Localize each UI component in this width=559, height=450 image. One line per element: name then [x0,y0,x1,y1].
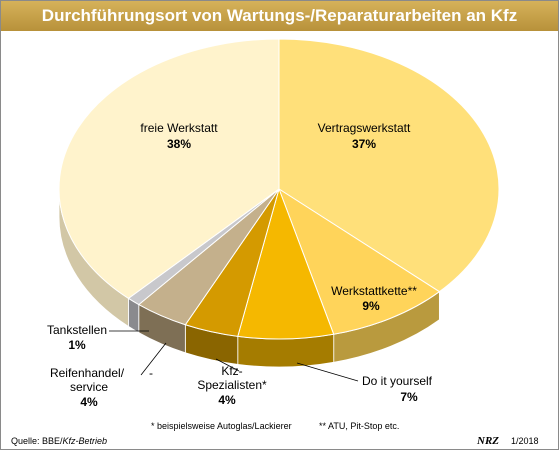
label-do-it-yourself-name: Do it yourself [362,374,433,388]
label-freie-werkstatt-name: freie Werkstatt [140,121,218,135]
label-kfz-spezialisten-pct: 4% [218,393,236,407]
label-kfz-spezialisten-name2: Spezialisten* [197,378,267,392]
label-reifenhandel-name2: service [70,380,108,394]
label-do-it-yourself-pct: 7% [400,390,418,404]
publication-date: 1/2018 [511,436,539,446]
pie-slice-werkstattkette [278,187,441,335]
nrz-logo: NRZ [476,435,499,447]
label-reifenhandel-pct: 4% [80,395,98,409]
leader-line-reifenhandel [140,342,167,376]
label-freie-werkstatt-pct: 38% [167,137,191,151]
footnote-2: ** ATU, Pit-Stop etc. [319,421,399,431]
label-tankstellen-name: Tankstellen [47,323,107,337]
label-reifenhandel-dash: - [149,366,153,380]
label-werkstattkette-pct: 9% [362,299,380,313]
leader-line-kfz [215,358,240,372]
label-reifenhandel-name1: Reifenhandel/ [50,366,125,380]
label-vertragswerkstatt-pct: 37% [352,137,376,151]
pie-slice-vertragswerkstatt [278,38,500,293]
label-werkstattkette-name: Werkstattkette** [331,284,417,298]
label-vertragswerkstatt-name: Vertragswerkstatt [318,121,411,135]
label-kfz-spezialisten-name1: Kfz- [221,364,242,378]
chart-title: Durchführungsort von Wartungs-/Reparatur… [1,1,558,31]
pie-slice-freie-werkstatt [58,38,280,299]
source-note: Quelle: BBE/Kfz-Betrieb [11,436,107,446]
leader-line-diy [296,362,359,382]
footnote-1: * beispielsweise Autoglas/Lackierer [151,421,292,431]
label-tankstellen-pct: 1% [68,338,86,352]
